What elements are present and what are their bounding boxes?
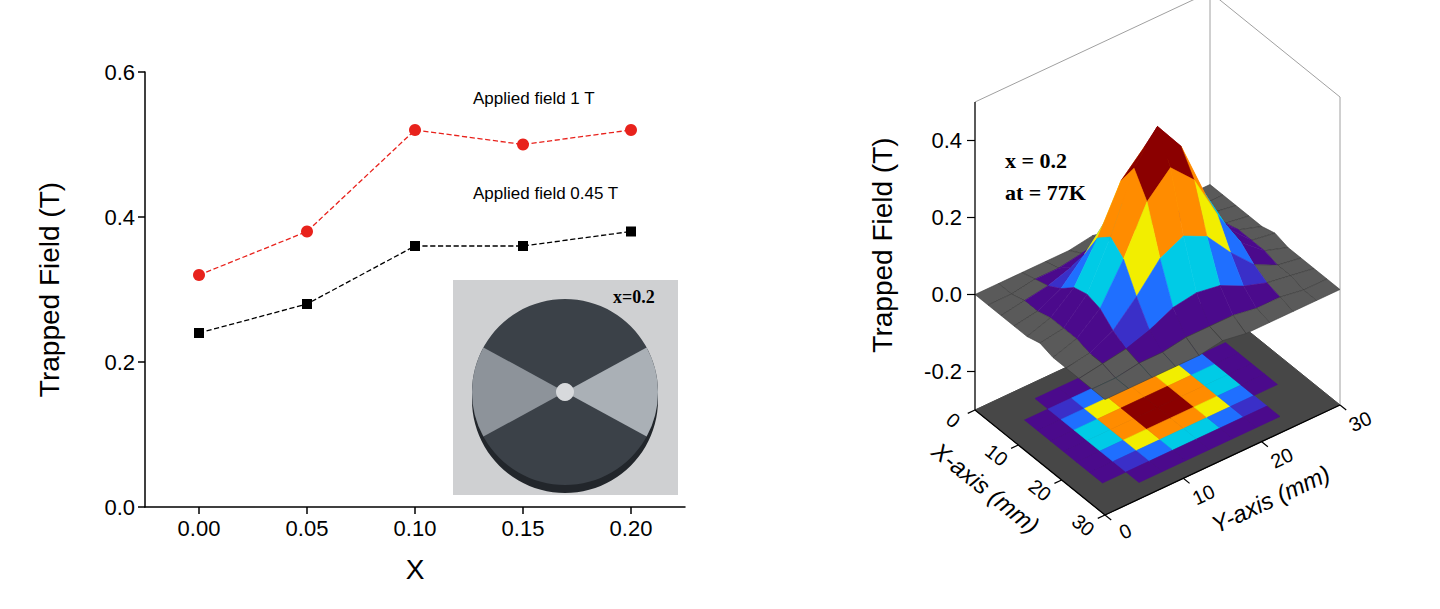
svg-text:Trapped Field (T): Trapped Field (T) bbox=[867, 137, 898, 352]
svg-text:x = 0.2: x = 0.2 bbox=[1005, 148, 1067, 173]
svg-text:30: 30 bbox=[1345, 407, 1374, 436]
svg-text:20: 20 bbox=[1024, 475, 1055, 506]
svg-text:0.4: 0.4 bbox=[931, 128, 962, 153]
svg-text:-0.2: -0.2 bbox=[924, 359, 962, 384]
svg-text:0.6: 0.6 bbox=[104, 60, 135, 85]
svg-text:x=0.2: x=0.2 bbox=[613, 287, 655, 307]
svg-text:0.0: 0.0 bbox=[104, 495, 135, 520]
svg-text:0.10: 0.10 bbox=[394, 516, 437, 541]
svg-text:Y-axis (mm): Y-axis (mm) bbox=[1207, 460, 1334, 539]
svg-text:0: 0 bbox=[942, 408, 964, 432]
svg-text:20: 20 bbox=[1267, 443, 1296, 472]
svg-text:0: 0 bbox=[1116, 519, 1135, 544]
svg-text:10: 10 bbox=[981, 440, 1012, 471]
svg-text:0.0: 0.0 bbox=[931, 282, 962, 307]
svg-text:30: 30 bbox=[1068, 510, 1099, 541]
svg-text:0.15: 0.15 bbox=[502, 516, 545, 541]
svg-text:0.2: 0.2 bbox=[104, 350, 135, 375]
svg-text:X: X bbox=[406, 554, 425, 585]
svg-text:0.20: 0.20 bbox=[610, 516, 653, 541]
svg-text:Trapped Field (T): Trapped Field (T) bbox=[34, 182, 65, 397]
svg-text:Applied field 1 T: Applied field 1 T bbox=[473, 89, 595, 108]
svg-text:10: 10 bbox=[1189, 480, 1218, 509]
svg-text:at = 77K: at = 77K bbox=[1005, 180, 1086, 205]
svg-text:0.4: 0.4 bbox=[104, 205, 135, 230]
svg-text:Applied field 0.45 T: Applied field 0.45 T bbox=[473, 184, 618, 203]
svg-text:0.2: 0.2 bbox=[931, 205, 962, 230]
svg-text:X-axis (mm): X-axis (mm) bbox=[926, 436, 1044, 539]
svg-text:0.00: 0.00 bbox=[178, 516, 221, 541]
svg-text:0.05: 0.05 bbox=[286, 516, 329, 541]
